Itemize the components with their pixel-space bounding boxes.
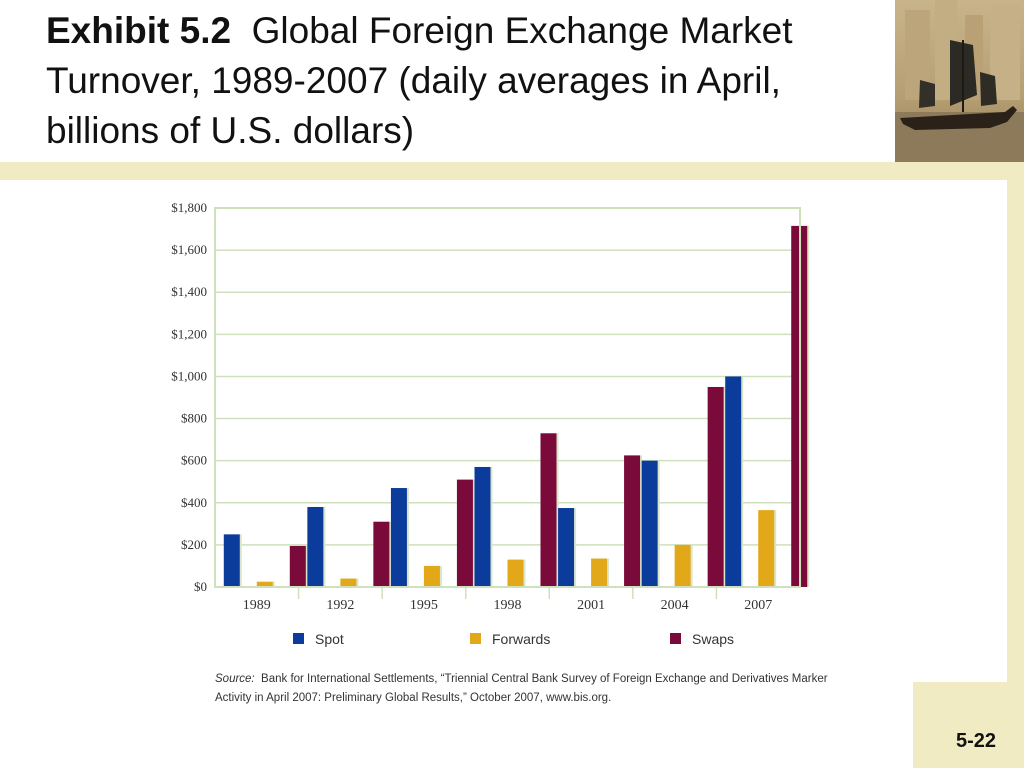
bar-swaps-1989: [289, 545, 306, 587]
bar-spot-1995: [390, 488, 407, 587]
turnover-bar-chart: $0 $200 $400 $600 $800 $1,000 $1,200 $1,400 $1,6…: [171, 200, 810, 647]
source-text: Bank for International Settlements, “Tri…: [215, 673, 828, 704]
legend-swatch-forwards: [470, 633, 481, 644]
bar-spot-1992: [307, 506, 324, 587]
title-rest: Global Foreign Exchange Market Turnover,…: [46, 10, 793, 151]
source-note: Source: Bank for International Settlemen…: [215, 670, 835, 708]
bar-forwards-1992: [340, 578, 357, 587]
x-category-labels: 1989 1992 1995 1998 2001 2004 2007: [243, 587, 772, 613]
slide-title: Exhibit 5.2 Global Foreign Exchange Mark…: [46, 6, 886, 156]
accent-band-top: [0, 162, 1024, 180]
bar-spot-1989: [223, 534, 240, 587]
source-label: Source:: [215, 673, 255, 685]
x-category-label: 2007: [744, 598, 772, 613]
bars-layer: [223, 225, 810, 587]
x-category-label: 1995: [410, 598, 438, 613]
plot-frame: [214, 207, 801, 588]
y-tick-label: $1,400: [171, 284, 207, 299]
legend-label-forwards: Forwards: [492, 631, 550, 647]
legend-label-spot: Spot: [315, 631, 344, 647]
y-tick-label: $1,800: [171, 200, 207, 215]
y-tick-label: $1,200: [171, 326, 207, 341]
bar-forwards-2001: [591, 558, 608, 587]
y-tick-labels: $0 $200 $400 $600 $800 $1,000 $1,200 $1,400 $1,6…: [171, 200, 207, 594]
bar-spot-2007: [725, 376, 742, 587]
y-tick-label: $400: [181, 495, 207, 510]
y-tick-label: $0: [194, 579, 207, 594]
page-number-box: [913, 682, 1024, 768]
x-category-label: 2004: [661, 598, 689, 613]
legend: Spot Forwards Swaps: [293, 631, 734, 647]
y-tick-label: $800: [181, 411, 207, 426]
page-number: 5-22: [955, 730, 996, 752]
x-category-label: 1998: [494, 598, 522, 613]
legend-label-swaps: Swaps: [692, 631, 734, 647]
y-tick-label: $200: [181, 537, 207, 552]
bar-swaps-1998: [540, 433, 557, 587]
x-category-label: 1992: [326, 598, 354, 613]
accent-band-right: [1007, 162, 1024, 682]
bar-swaps-1992: [373, 521, 390, 587]
legend-swatch-spot: [293, 633, 304, 644]
y-tick-label: $600: [181, 453, 207, 468]
bar-swaps-2004: [707, 386, 724, 587]
bar-forwards-2004: [674, 544, 691, 587]
bar-spot-1998: [474, 466, 491, 587]
bar-forwards-2007: [758, 510, 775, 587]
bar-spot-2004: [641, 460, 658, 587]
y-tick-label: $1,000: [171, 368, 207, 383]
bar-spot-2001: [558, 508, 575, 587]
bar-swaps-1995: [456, 479, 473, 587]
legend-swatch-swaps: [670, 633, 681, 644]
bar-swaps-2001: [624, 455, 641, 587]
x-category-label: 1989: [243, 598, 271, 613]
bar-forwards-1995: [423, 565, 440, 587]
y-tick-label: $1,600: [171, 242, 207, 257]
x-category-label: 2001: [577, 598, 605, 613]
title-bold: Exhibit 5.2: [46, 10, 232, 51]
bar-forwards-1989: [256, 581, 273, 587]
sailing-junk-photo: [895, 0, 1024, 162]
bar-forwards-1998: [507, 559, 524, 587]
